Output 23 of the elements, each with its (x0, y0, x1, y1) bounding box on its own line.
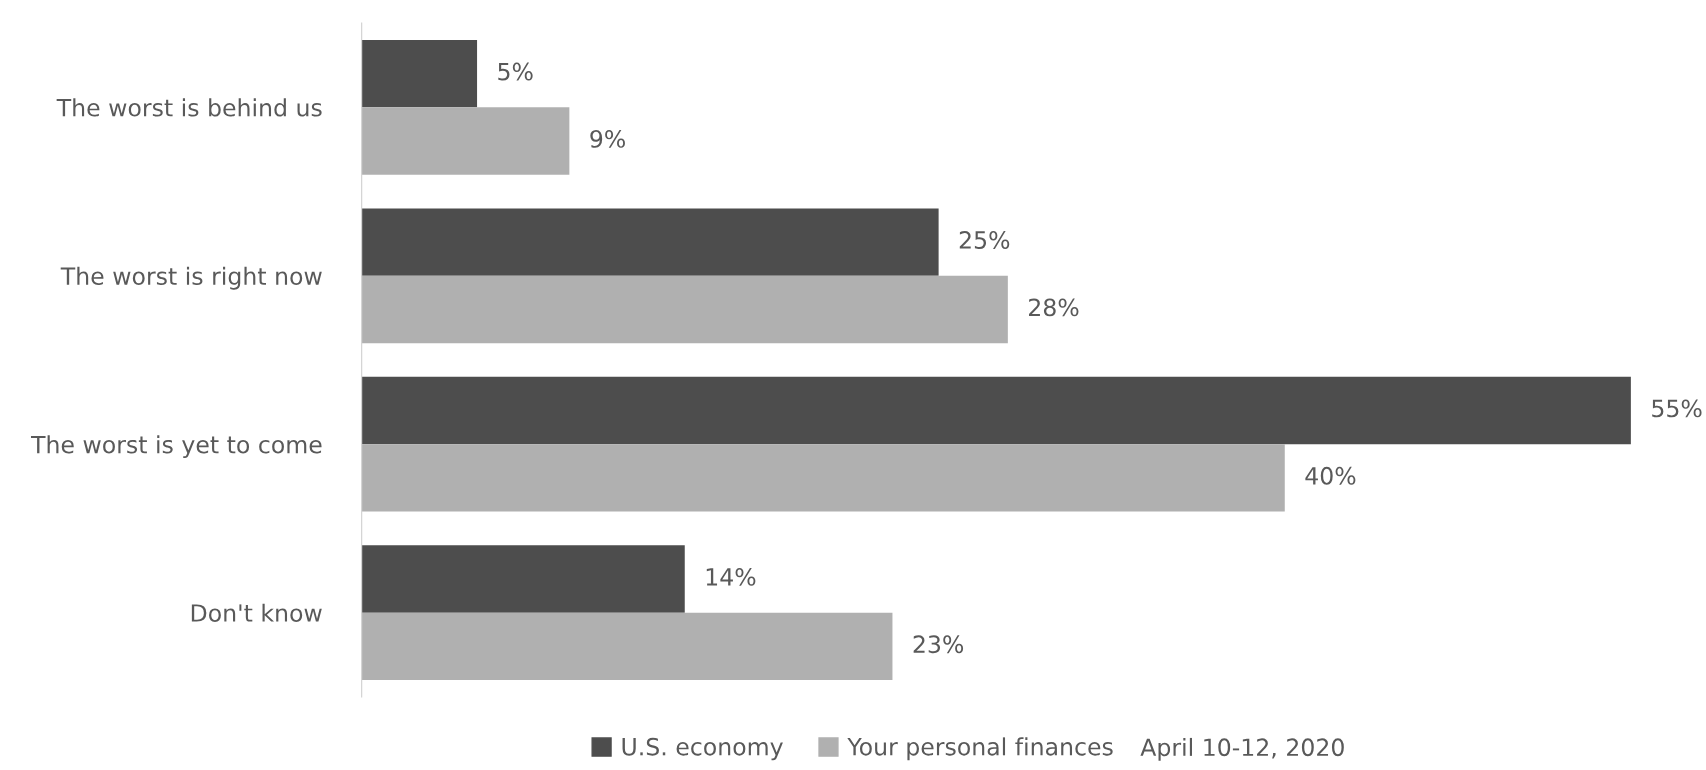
bar (361, 275, 1008, 344)
data-label: 23% (913, 635, 964, 654)
bar (361, 107, 570, 175)
bar (361, 444, 1285, 512)
data-label: 40% (1305, 466, 1356, 485)
y-tick-label: The worst is behind us (56, 98, 322, 117)
bar (361, 208, 939, 276)
data-label: 5% (498, 62, 533, 81)
legend-label: U.S. economy (622, 737, 783, 761)
legend-label: Your personal finances (847, 737, 1113, 761)
y-tick-label: Don't know (191, 603, 322, 622)
data-label: 55% (1652, 399, 1702, 418)
data-label: 14% (706, 567, 756, 586)
bar (361, 376, 1631, 445)
data-label: 9% (590, 130, 625, 148)
data-label: 25% (959, 231, 1010, 249)
y-tick-label: The worst is right now (60, 266, 322, 290)
y-tick-label: The worst is yet to come (30, 435, 322, 459)
data-label: 28% (1029, 298, 1079, 317)
bar (361, 612, 893, 681)
bar (361, 39, 478, 108)
bar (361, 545, 685, 613)
text: April 10-12, 2020 (1140, 737, 1344, 761)
